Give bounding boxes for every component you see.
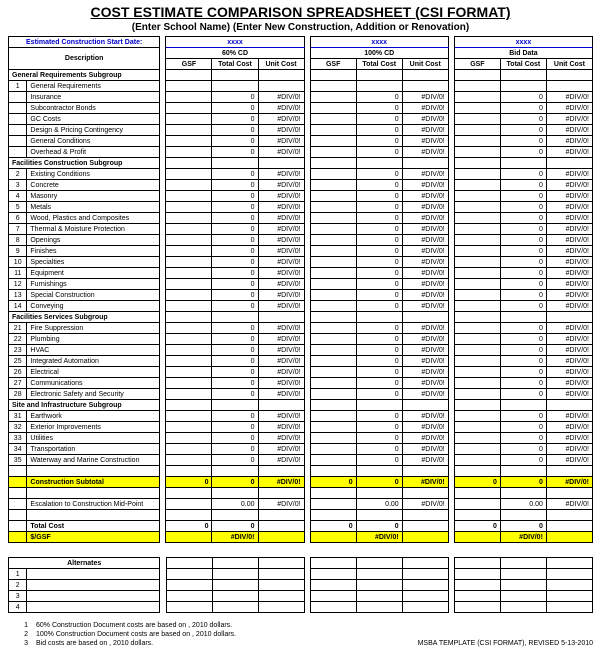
page-subtitle: (Enter School Name) (Enter New Construct… — [8, 22, 593, 33]
cost-table: Estimated Construction Start Date:xxxxxx… — [8, 36, 593, 543]
page-title: COST ESTIMATE COMPARISON SPREADSHEET (CS… — [8, 4, 593, 20]
alternates-table: Alternates1234 — [8, 557, 593, 613]
